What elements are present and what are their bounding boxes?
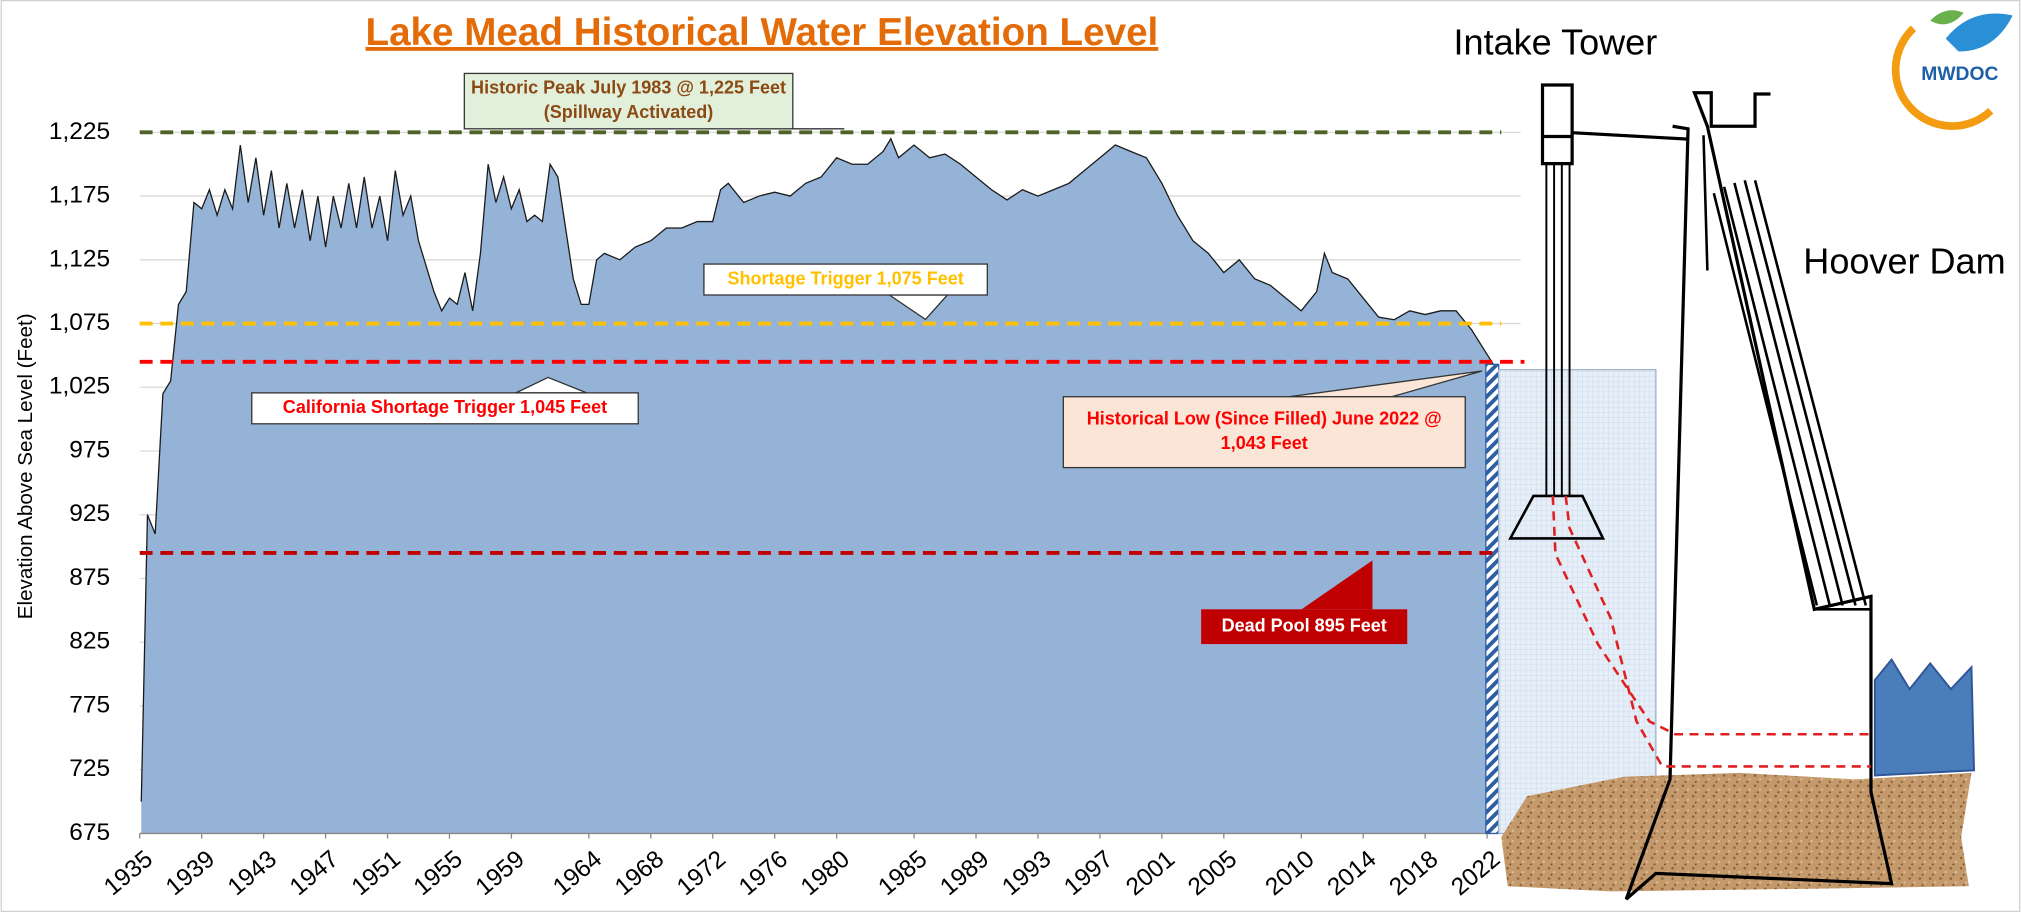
bridge bbox=[1572, 133, 1688, 139]
callout-text: Historical Low (Since Filled) June 2022 … bbox=[1087, 409, 1442, 429]
x-tick-label: 2010 bbox=[1261, 845, 1320, 901]
x-tick-label: 1985 bbox=[873, 845, 932, 901]
x-tick-label: 2005 bbox=[1183, 845, 1242, 901]
y-tick-label: 725 bbox=[69, 755, 110, 782]
y-tick-label: 775 bbox=[69, 691, 110, 718]
y-tick-label: 1,175 bbox=[49, 182, 110, 209]
y-axis-label: Elevation Above Sea Level (Feet) bbox=[14, 313, 37, 619]
intake-top bbox=[1543, 85, 1573, 164]
x-tick-label: 1959 bbox=[471, 845, 530, 901]
y-tick-label: 1,225 bbox=[49, 118, 110, 145]
y-tick-label: 675 bbox=[69, 819, 110, 846]
x-tick-label: 1972 bbox=[672, 845, 731, 901]
logo-text: MWDOC bbox=[1921, 64, 1998, 85]
x-tick-label: 1951 bbox=[347, 845, 406, 901]
area-fill bbox=[141, 139, 1493, 834]
callout-text: (Spillway Activated) bbox=[544, 102, 714, 122]
chart: Lake Mead Historical Water Elevation Lev… bbox=[0, 0, 2021, 912]
x-tick-label: 1939 bbox=[161, 845, 220, 901]
x-tick-label: 2014 bbox=[1322, 845, 1381, 901]
y-tick-label: 975 bbox=[69, 436, 110, 463]
chart-title: Lake Mead Historical Water Elevation Lev… bbox=[365, 11, 1158, 54]
intake-tower-label: Intake Tower bbox=[1454, 22, 1658, 63]
x-tick-label: 1964 bbox=[548, 845, 607, 901]
low-bar bbox=[1486, 364, 1499, 833]
logo-leaf bbox=[1930, 10, 1963, 24]
callout-text: Dead Pool 895 Feet bbox=[1222, 615, 1387, 635]
callout-text: California Shortage Trigger 1,045 Feet bbox=[283, 397, 607, 417]
hoover-dam-label: Hoover Dam bbox=[1803, 241, 2005, 282]
downstream-water bbox=[1875, 660, 1974, 776]
x-tick-label: 1976 bbox=[734, 845, 793, 901]
y-tick-label: 1,125 bbox=[49, 245, 110, 272]
illustration bbox=[1499, 10, 2013, 899]
y-tick-label: 1,025 bbox=[49, 373, 110, 400]
x-tick-label: 1993 bbox=[997, 845, 1056, 901]
x-tick-label: 2018 bbox=[1384, 845, 1443, 901]
x-tick-label: 1997 bbox=[1059, 845, 1118, 901]
x-tick-label: 2001 bbox=[1121, 845, 1180, 901]
x-tick-label: 1955 bbox=[409, 845, 468, 901]
ground bbox=[1501, 773, 1971, 892]
plot: 675 725 775 825 875 925 975 1,025 1,075 1,125 1,17… bbox=[49, 73, 1525, 901]
x-tick-label: 2022 bbox=[1446, 845, 1505, 901]
y-tick-label: 825 bbox=[69, 628, 110, 655]
x-tick-label: 1935 bbox=[99, 845, 158, 901]
y-tick-label: 1,075 bbox=[49, 309, 110, 336]
x-tick-label: 1989 bbox=[935, 845, 994, 901]
x-tick-label: 1968 bbox=[610, 845, 669, 901]
callout-text: 1,043 Feet bbox=[1221, 433, 1308, 453]
callout-text: Shortage Trigger 1,075 Feet bbox=[727, 268, 963, 288]
x-tick-label: 1943 bbox=[223, 845, 282, 901]
callout-text: Historic Peak July 1983 @ 1,225 Feet bbox=[471, 78, 786, 98]
y-tick-label: 925 bbox=[69, 500, 110, 527]
y-tick-label: 875 bbox=[69, 564, 110, 591]
x-tick-label: 1947 bbox=[285, 845, 344, 901]
x-tick-label: 1980 bbox=[796, 845, 855, 901]
